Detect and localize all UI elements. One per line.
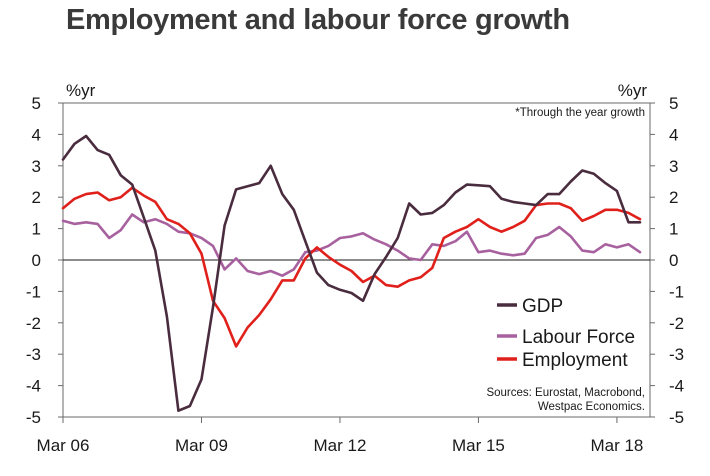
y-axis-right: 5 4 3 2 1 0 -1 -2 -3 -4 -5 [650, 94, 684, 427]
y-axis-left: 5 4 3 2 1 0 -1 -2 -3 -4 -5 [26, 94, 63, 427]
y-tick-label-left: 4 [32, 125, 41, 144]
y-tick-label-right: -5 [669, 408, 684, 427]
x-tick-label: Mar 15 [452, 436, 505, 455]
y-tick-label-left: 0 [32, 251, 41, 270]
x-tick-label: Mar 06 [37, 436, 90, 455]
y-tick-label-right: -3 [669, 345, 684, 364]
x-tick-label: Mar 18 [590, 436, 643, 455]
y-tick-label-right: 4 [669, 125, 678, 144]
y-tick-label-right: -1 [669, 282, 684, 301]
series-lines [61, 134, 642, 413]
y-tick-label-left: -4 [26, 377, 41, 396]
x-tick-label: Mar 12 [313, 436, 366, 455]
series-line-employment [61, 186, 642, 348]
legend-label-employment: Employment [522, 350, 628, 371]
y-tick-label-left: 5 [32, 94, 41, 113]
y-tick-label-right: -4 [669, 377, 684, 396]
y-tick-label-right: 0 [669, 251, 678, 270]
series-line-gdp [61, 134, 642, 413]
y-tick-label-right: 3 [669, 157, 678, 176]
legend-label-labour-force: Labour Force [522, 327, 635, 348]
series-line-labour-force [61, 213, 642, 278]
sources-line-1: Sources: Eurostat, Macrobond, [486, 387, 645, 399]
sources-line-2: Westpac Economics. [538, 401, 645, 413]
y-tick-label-left: -5 [26, 408, 41, 427]
y-unit-right: %yr [618, 81, 648, 100]
y-tick-label-left: 2 [32, 188, 41, 207]
y-tick-label-right: 1 [669, 220, 678, 239]
x-axis: Mar 06 Mar 09 Mar 12 Mar 15 Mar 18 [37, 417, 643, 455]
y-unit-left: %yr [66, 81, 96, 100]
legend-label-gdp: GDP [522, 296, 563, 317]
y-tick-label-left: -3 [26, 345, 41, 364]
footnote: *Through the year growth [515, 107, 645, 119]
chart-title: Employment and labour force growth [66, 4, 570, 36]
y-tick-label-left: -1 [26, 282, 41, 301]
y-tick-label-left: 3 [32, 157, 41, 176]
y-tick-label-right: -2 [669, 314, 684, 333]
x-tick-label: Mar 09 [175, 436, 228, 455]
y-tick-label-right: 5 [669, 94, 678, 113]
y-tick-label-left: -2 [26, 314, 41, 333]
y-tick-label-left: 1 [32, 220, 41, 239]
y-tick-label-right: 2 [669, 188, 678, 207]
